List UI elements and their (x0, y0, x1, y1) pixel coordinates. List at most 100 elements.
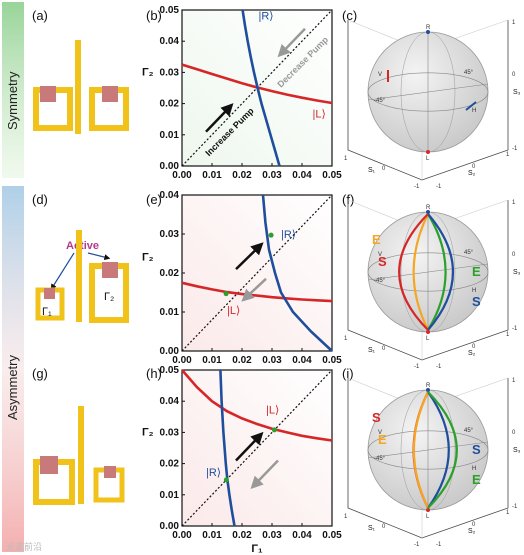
panel-label-a: (a) (32, 8, 48, 23)
y-tick-label: 0.01 (160, 490, 180, 501)
y-tick-label: 0.03 (160, 427, 180, 438)
axis-tick: -1 (414, 542, 420, 548)
gamma1-label: Γ₁ (42, 306, 52, 318)
active-arrow-left (50, 252, 75, 291)
increase-arrow (205, 103, 234, 133)
axis-tick: -1 (414, 184, 420, 190)
y-tick-label: 0.00 (160, 161, 180, 172)
gamma2-label: Γ₂ (104, 291, 114, 303)
axis-tick: -1 (414, 364, 420, 370)
axis-tick: 0 (512, 72, 516, 78)
crossing-point-R (223, 477, 229, 483)
x-tick-label: 0.04 (292, 530, 312, 541)
point-V-label: V (378, 72, 382, 78)
point-45-label: 45° (464, 250, 474, 256)
active-arrow-right (87, 252, 111, 261)
structure-a (33, 40, 129, 134)
chart-e: 0.00 0.01 0.02 0.03 0.04 0.05 0.00 0.01 0.02 0.03… (142, 190, 342, 366)
axis-tick: 1 (512, 378, 516, 384)
y-tick-label: 0.01 (160, 130, 180, 141)
y-tick-label: 0.02 (160, 99, 180, 110)
axis-tick: 1 (506, 332, 510, 338)
axis-tick: 0 (382, 524, 386, 530)
ket-L: |L⟩ (227, 305, 240, 317)
trajectory-arc (427, 391, 450, 509)
series-line-L (181, 281, 333, 303)
y-tick-label: 0.03 (160, 67, 180, 78)
sphere-axis-s1 (367, 263, 489, 281)
s2-label: S₂ (468, 350, 476, 357)
axis-tick: 0 (472, 344, 476, 350)
axis-tick: 0 (512, 252, 516, 258)
axis-tick: 1 (344, 514, 348, 520)
axis-tick: 1 (344, 156, 348, 162)
y-tick-label: 0.03 (160, 229, 180, 240)
pole-L (426, 150, 430, 154)
y-tick-label: 0.01 (160, 307, 180, 318)
x-tick-label: 0.00 (172, 355, 192, 366)
panel-label-c: (c) (342, 8, 357, 23)
pole-L (426, 330, 430, 334)
structure-d: Active Γ₁ Γ₂ (35, 230, 129, 323)
active-label: Active (66, 240, 99, 252)
pole-L-label: L (426, 336, 430, 342)
axis-tick: 1 (512, 200, 516, 206)
point-V-label: V (378, 252, 382, 258)
panel-label-b: (b) (146, 8, 162, 23)
x-tick-label: 0.02 (232, 355, 252, 366)
asymmetry-label: Asymmetry (5, 355, 20, 421)
y-axis-label: Γ₂ (142, 67, 154, 79)
trajectory-arc (427, 213, 447, 331)
pole-R-label: R (426, 205, 431, 211)
pad-left-d (44, 288, 55, 299)
pole-L-label: L (426, 514, 430, 520)
decrease-arrow (241, 277, 267, 302)
asymmetry-bar (2, 186, 24, 552)
point-45-label: 45° (464, 428, 474, 434)
x-tick-label: 0.05 (322, 355, 342, 366)
axis-tick: -1 (436, 364, 442, 370)
chart-b: 0.00 0.01 0.02 0.03 0.04 0.05 0.00 0.01 0.02 0.03… (142, 5, 342, 181)
pole-R (426, 30, 430, 34)
trajectory-label: E (472, 472, 481, 487)
panel-label-h: (h) (146, 366, 162, 381)
x-tick-label: 0.02 (232, 170, 252, 181)
point-H-label: H (472, 108, 476, 114)
ket-R: |R⟩ (206, 467, 221, 479)
s1-label: S₁ (368, 167, 376, 174)
pad-left-a (40, 86, 56, 102)
s1-label: S₁ (368, 525, 376, 532)
ket-L: |L⟩ (266, 405, 279, 417)
s3-label: S₃ (513, 269, 521, 276)
diagonal-line (181, 369, 333, 527)
structure-g (33, 406, 125, 505)
y-tick-label: 0.04 (160, 190, 180, 201)
s3-label: S₃ (513, 89, 521, 96)
y-tick-label: 0.00 (160, 346, 180, 357)
series-line-R (241, 9, 281, 167)
watermark: 光波前沿 (6, 541, 42, 552)
trajectory-arc (412, 213, 429, 331)
pole-R-label: R (426, 25, 431, 31)
x-tick-label: 0.05 (322, 530, 342, 541)
axis-tick: 0 (382, 166, 386, 172)
point-H-label: H (472, 466, 476, 472)
sphere-axis-s1 (367, 83, 489, 101)
ket-R: |R⟩ (259, 10, 274, 22)
pole-L (426, 508, 430, 512)
y-tick-label: 0.04 (160, 36, 180, 47)
point-45-label: 45° (464, 70, 474, 76)
decrease-arrow (250, 459, 279, 490)
s1-label: S₁ (368, 347, 376, 354)
bar-d (76, 230, 82, 322)
decrease-arrow (277, 27, 306, 58)
trajectory-label: S (472, 294, 481, 309)
axis-tick: 1 (506, 510, 510, 516)
symmetry-label: Symmetry (5, 71, 20, 130)
trajectory-label: S (378, 254, 387, 269)
panel-label-i: (i) (342, 366, 354, 381)
